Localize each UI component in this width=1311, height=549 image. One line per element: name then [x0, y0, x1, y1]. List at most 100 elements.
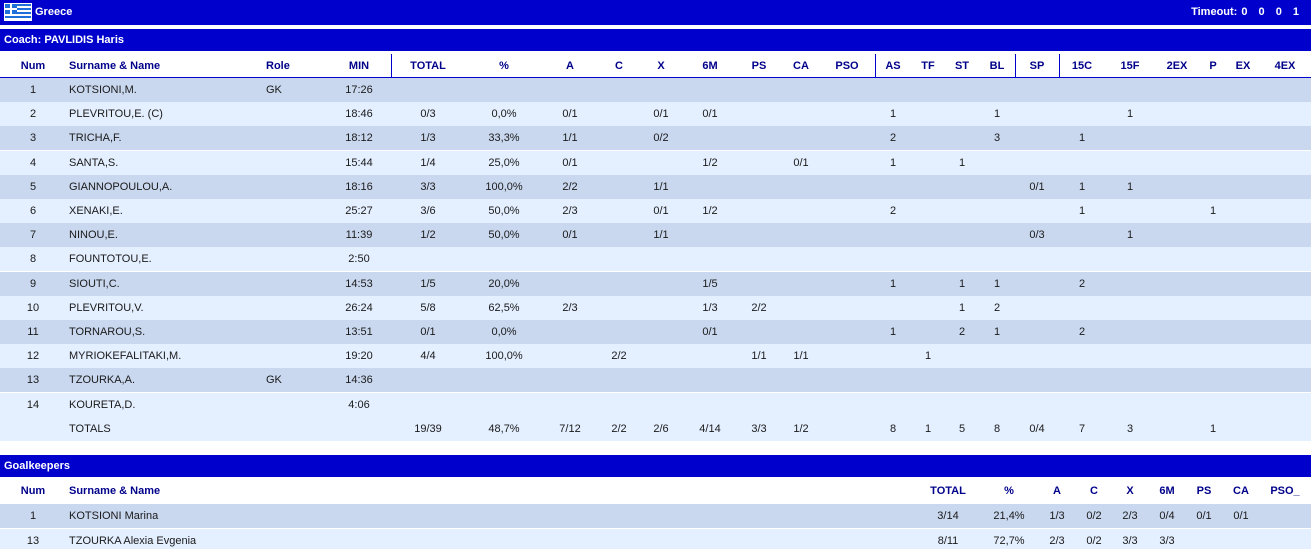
- player-min-cell: 14:53: [345, 277, 373, 290]
- column-header-st: ST: [954, 60, 970, 72]
- player-num-cell: 7: [29, 229, 37, 242]
- player-ps-cell: 1/1: [751, 350, 767, 363]
- player-tf-cell: 1: [924, 350, 932, 363]
- gk-column-header-a: A: [1053, 485, 1061, 497]
- totals-sp-cell: 0/4: [1029, 422, 1045, 435]
- player-num-cell: 2: [29, 108, 37, 121]
- column-divider: [875, 54, 876, 78]
- player-row: 2 PLEVRITOU,E. (C) 18:46 0/3 0,0% 0/1 0/1 0/1 1 1…: [0, 102, 1311, 127]
- player-m6-cell: 0/1: [702, 108, 718, 121]
- player-as-cell: 1: [889, 326, 897, 338]
- player-a-cell: 0/1: [562, 229, 578, 242]
- player-role-cell: GK: [266, 84, 282, 96]
- column-header-total: TOTAL: [410, 60, 446, 72]
- totals-st-cell: 5: [958, 422, 966, 435]
- player-num-cell: 3: [29, 132, 37, 145]
- totals-pct-cell: 48,7%: [488, 422, 520, 435]
- player-x-cell: 0/2: [653, 132, 669, 145]
- gk-column-header-num: Num: [20, 485, 46, 497]
- player-min-cell: 4:06: [348, 398, 370, 411]
- column-header-role: Role: [266, 60, 290, 72]
- player-as-cell: 2: [889, 205, 897, 217]
- player-total-cell: 3/6: [420, 205, 436, 217]
- totals-row: TOTALS 19/39 48,7% 7/12 2/2 2/6 4/14 3/3 1/2 8 1 5 8…: [0, 416, 1311, 441]
- column-header-c15: 15C: [1071, 60, 1093, 72]
- totals-as-cell: 8: [889, 422, 897, 435]
- player-pct-cell: 62,5%: [488, 301, 520, 314]
- column-header-m6: 6M: [702, 60, 718, 72]
- player-row: 5 GIANNOPOULOU,A. 18:16 3/3 100,0% 2/2 1/1 0/1 1…: [0, 174, 1311, 199]
- player-c15-cell: 1: [1078, 180, 1086, 193]
- player-min-cell: 18:16: [345, 180, 373, 193]
- team-name: Greece: [35, 6, 73, 18]
- player-row: 9 SIOUTI,C. 14:53 1/5 20,0% 1/5 1 1 1 2: [0, 271, 1311, 296]
- timeout-values: 0 0 0 1: [1241, 6, 1303, 18]
- gk-x-cell: 3/3: [1122, 534, 1138, 547]
- gk-ca-cell: 0/1: [1233, 510, 1249, 522]
- player-sp-cell: 0/1: [1029, 180, 1045, 193]
- goalkeepers-label: Goalkeepers: [4, 460, 71, 472]
- player-total-cell: 0/1: [420, 326, 436, 338]
- player-st-cell: 1: [958, 156, 966, 169]
- gk-x-cell: 2/3: [1122, 510, 1138, 522]
- player-name-cell: XENAKI,E.: [69, 205, 123, 217]
- column-header-ex: EX: [1235, 60, 1251, 72]
- totals-ps-cell: 3/3: [751, 422, 767, 435]
- player-num-cell: 4: [29, 156, 37, 169]
- player-row: 12 MYRIOKEFALITAKI,M. 19:20 4/4 100,0% 2/2 1/1…: [0, 344, 1311, 369]
- gk-column-header-pso: PSO_: [1270, 485, 1300, 497]
- goalkeeper-row: 13 TZOURKA Alexia Evgenia 8/11 72,7% 2/3 0/2 3…: [0, 528, 1311, 549]
- player-st-cell: 2: [958, 326, 966, 338]
- player-bl-cell: 1: [993, 277, 1001, 290]
- totals-p-cell: 1: [1209, 422, 1217, 435]
- column-header-bl: BL: [989, 60, 1005, 72]
- player-pct-cell: 0,0%: [491, 108, 517, 121]
- totals-f15-cell: 3: [1126, 422, 1134, 435]
- player-row: 3 TRICHA,F. 18:12 1/3 33,3% 1/1 0/2 2 3 1: [0, 126, 1311, 151]
- player-min-cell: 11:39: [345, 229, 373, 242]
- column-header-sp: SP: [1029, 60, 1045, 72]
- player-total-cell: 5/8: [420, 301, 436, 314]
- gk-m6-cell: 3/3: [1159, 534, 1175, 547]
- player-name-cell: TRICHA,F.: [69, 132, 122, 145]
- player-total-cell: 1/2: [420, 229, 436, 242]
- player-bl-cell: 3: [993, 132, 1001, 145]
- player-f15-cell: 1: [1126, 229, 1134, 242]
- player-name-cell: TORNAROU,S.: [69, 326, 146, 338]
- player-min-cell: 13:51: [345, 326, 373, 338]
- team-header-bar: Greece Timeout: 0 0 0 1: [0, 0, 1311, 25]
- player-pct-cell: 0,0%: [491, 326, 517, 338]
- player-num-cell: 12: [26, 350, 40, 363]
- player-num-cell: 9: [29, 277, 37, 290]
- gk-m6-cell: 0/4: [1159, 510, 1175, 522]
- gk-num-cell: 1: [29, 510, 37, 522]
- player-pct-cell: 50,0%: [488, 229, 520, 242]
- player-num-cell: 1: [29, 84, 37, 96]
- goalkeepers-bar: Goalkeepers: [0, 455, 1311, 477]
- player-row: 7 NINOU,E. 11:39 1/2 50,0% 0/1 1/1 0/3 1: [0, 223, 1311, 248]
- totals-m6-cell: 4/14: [699, 422, 721, 435]
- player-a-cell: 2/3: [562, 301, 578, 314]
- column-header-name: Surname & Name: [69, 60, 161, 72]
- player-min-cell: 19:20: [345, 350, 373, 363]
- player-min-cell: 14:36: [345, 374, 373, 387]
- gk-c-cell: 0/2: [1086, 510, 1102, 522]
- player-p-cell: 1: [1209, 205, 1217, 217]
- totals-bl-cell: 8: [993, 422, 1001, 435]
- goalkeeper-row: 1 KOTSIONI Marina 3/14 21,4% 1/3 0/2 2/3 0/4 0/1…: [0, 504, 1311, 528]
- player-pct-cell: 100,0%: [485, 180, 523, 193]
- column-divider: [1015, 54, 1016, 78]
- player-name-cell: PLEVRITOU,E. (C): [69, 108, 163, 121]
- column-header-min: MIN: [348, 60, 370, 72]
- player-name-cell: FOUNTOTOU,E.: [69, 253, 152, 266]
- column-header-num: Num: [20, 60, 46, 72]
- player-bl-cell: 2: [993, 301, 1001, 314]
- player-min-cell: 2:50: [348, 253, 370, 266]
- player-min-cell: 25:27: [345, 205, 373, 217]
- player-ps-cell: 2/2: [751, 301, 767, 314]
- player-num-cell: 13: [26, 374, 40, 387]
- player-num-cell: 6: [29, 205, 37, 217]
- player-name-cell: PLEVRITOU,V.: [69, 301, 144, 314]
- column-header-tf: TF: [921, 60, 935, 72]
- player-min-cell: 15:44: [345, 156, 373, 169]
